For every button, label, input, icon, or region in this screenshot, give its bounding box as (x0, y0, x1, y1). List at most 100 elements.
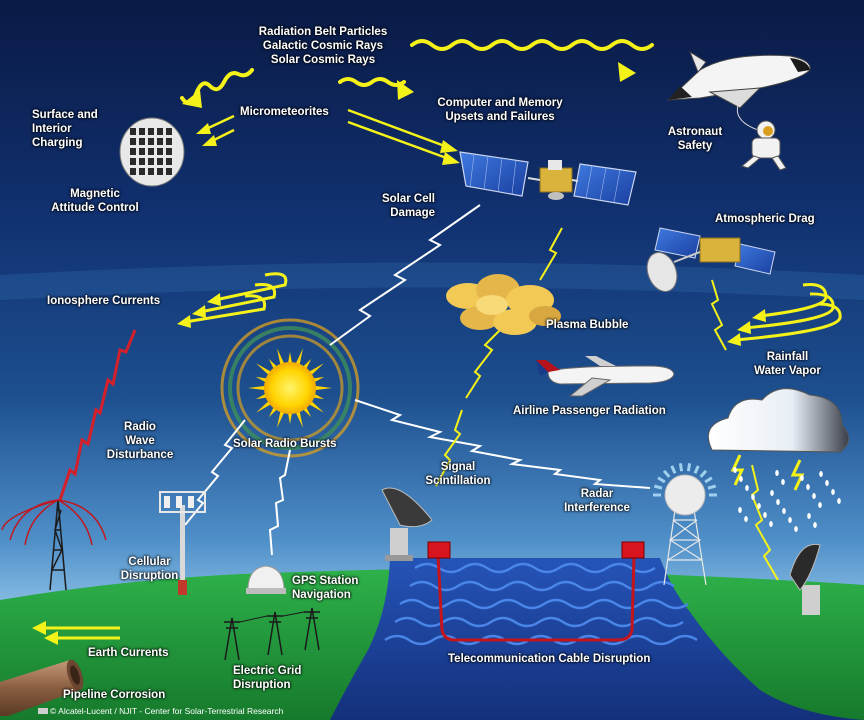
raindrop (800, 475, 804, 481)
pipeline-icon (0, 659, 84, 716)
raindrop (757, 503, 761, 509)
sun-ray (277, 410, 285, 428)
label-computer-memory: Computer and Memory Upsets and Failures (437, 97, 563, 123)
sphere-panel (130, 138, 136, 145)
dome-ray (707, 484, 717, 490)
sphere-panel (139, 128, 145, 135)
sphere-panel (157, 138, 163, 145)
sun-ray (295, 410, 303, 428)
label-telecom-cable: Telecommunication Cable Disruption (448, 653, 651, 665)
dome-ray (704, 476, 713, 484)
raindrop (825, 480, 829, 486)
raindrop (770, 490, 774, 496)
scintillation-bolts (435, 227, 779, 581)
sphere-panel (148, 158, 154, 165)
sphere-panel (130, 148, 136, 155)
storm-cloud-icon (708, 388, 849, 532)
sphere-panel (139, 148, 145, 155)
sphere-panel (139, 168, 145, 175)
raindrop (776, 499, 780, 505)
raindrop (744, 516, 748, 522)
raindrop (745, 485, 749, 491)
raindrop (806, 484, 810, 490)
sun-ray (256, 400, 272, 413)
plasma-cloud-icon (446, 274, 561, 335)
sun-ray (277, 348, 285, 366)
dome-ray (678, 463, 684, 472)
sphere-panel (157, 158, 163, 165)
sun-ray (308, 363, 324, 376)
sun-ray (287, 352, 293, 365)
sphere-panel (148, 148, 154, 155)
particle-arrowheads (182, 62, 636, 108)
label-solar-radio-bursts: Solar Radio Bursts (233, 438, 337, 450)
spherical-satellite-icon (119, 117, 185, 187)
label-airline-radiation: Airline Passenger Radiation (513, 405, 666, 417)
sun-ray (308, 400, 324, 413)
sphere-panel (166, 148, 172, 155)
raindrop (751, 494, 755, 500)
raindrop (781, 479, 785, 485)
raindrop (739, 476, 743, 482)
sphere-panel (130, 158, 136, 165)
raindrop (782, 508, 786, 514)
label-ionosphere-currents: Ionosphere Currents (47, 295, 161, 307)
raindrop (813, 522, 817, 528)
dome-ray (653, 484, 663, 490)
ionosphere-arrowheads (32, 293, 766, 645)
radio-signal-rays (1, 499, 107, 546)
label-micrometeorites: Micrometeorites (240, 106, 329, 118)
label-signal-scintillation: Signal Scintillation (425, 461, 491, 487)
cell-tower-icon (159, 491, 206, 595)
raindrop (733, 467, 737, 473)
raindrop (831, 489, 835, 495)
raindrop (807, 513, 811, 519)
sphere-panel (166, 168, 172, 175)
raindrop (775, 470, 779, 476)
astronaut-icon (740, 120, 787, 171)
satellite-icon (459, 151, 637, 206)
sun-ray (255, 393, 268, 400)
label-pipeline: Pipeline Corrosion (63, 689, 166, 701)
gps-dome-icon (246, 565, 286, 594)
dome-ray (699, 469, 708, 478)
label-gps: GPS Station Navigation (292, 575, 359, 601)
dome-ray (686, 463, 692, 472)
ionosphere-current-arrows (40, 272, 842, 640)
label-electric-grid: Electric Grid Disruption (233, 665, 302, 691)
sun-ray (287, 411, 293, 424)
sphere-panel (157, 128, 163, 135)
sun-ray (312, 393, 325, 400)
airplane-icon (536, 356, 675, 397)
dome-ray (662, 469, 671, 478)
sphere-panel (130, 168, 136, 175)
sphere-panel (157, 168, 163, 175)
sun-ray (312, 376, 325, 383)
raindrop (837, 498, 841, 504)
label-radio-wave: Radio Wave Disturbance (106, 421, 174, 461)
label-magnetic-attitude: Magnetic Attitude Control (51, 188, 139, 214)
space-shuttle-icon (666, 50, 811, 109)
raindrop (769, 521, 773, 527)
sun-icon (220, 318, 360, 458)
sun-ray (248, 385, 267, 391)
credit-line: © Alcatel-Lucent / NJIT - Center for Sol… (50, 706, 284, 716)
sphere-panel (130, 128, 136, 135)
label-atmospheric-drag: Atmospheric Drag (715, 213, 815, 225)
dome-ray (657, 476, 666, 484)
sphere-panel (166, 128, 172, 135)
sun-ray (313, 385, 332, 391)
radio-wave-line (58, 329, 137, 501)
label-radiation: Radiation Belt Particles Galactic Cosmic… (258, 26, 388, 66)
ocean-waves (384, 562, 698, 646)
raindrop (763, 512, 767, 518)
dome-ray (693, 465, 700, 474)
raindrop (738, 507, 742, 513)
sphere-panel (166, 158, 172, 165)
label-radar-interference: Radar Interference (564, 488, 630, 514)
telecom-cable-icon (427, 541, 645, 642)
label-earth-currents: Earth Currents (88, 647, 169, 659)
raindrop (819, 471, 823, 477)
